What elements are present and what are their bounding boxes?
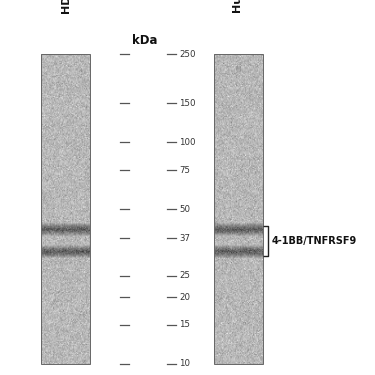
Bar [41,54,90,364]
Text: 250: 250 [179,50,196,59]
Text: 10: 10 [179,359,190,368]
Text: 4-1BB/TNFRSF9: 4-1BB/TNFRSF9 [272,236,357,246]
Text: HDLM-2: HDLM-2 [61,0,70,13]
Text: 100: 100 [179,138,196,147]
Text: 15: 15 [179,320,190,329]
Text: 50: 50 [179,205,190,214]
Text: 37: 37 [179,234,190,243]
Bar [214,54,262,364]
Text: kDa: kDa [132,34,157,47]
Text: 150: 150 [179,99,196,108]
Text: 75: 75 [179,166,190,175]
Text: Human Tonsil: Human Tonsil [233,0,243,13]
Text: 25: 25 [179,271,190,280]
Text: 20: 20 [179,292,190,302]
